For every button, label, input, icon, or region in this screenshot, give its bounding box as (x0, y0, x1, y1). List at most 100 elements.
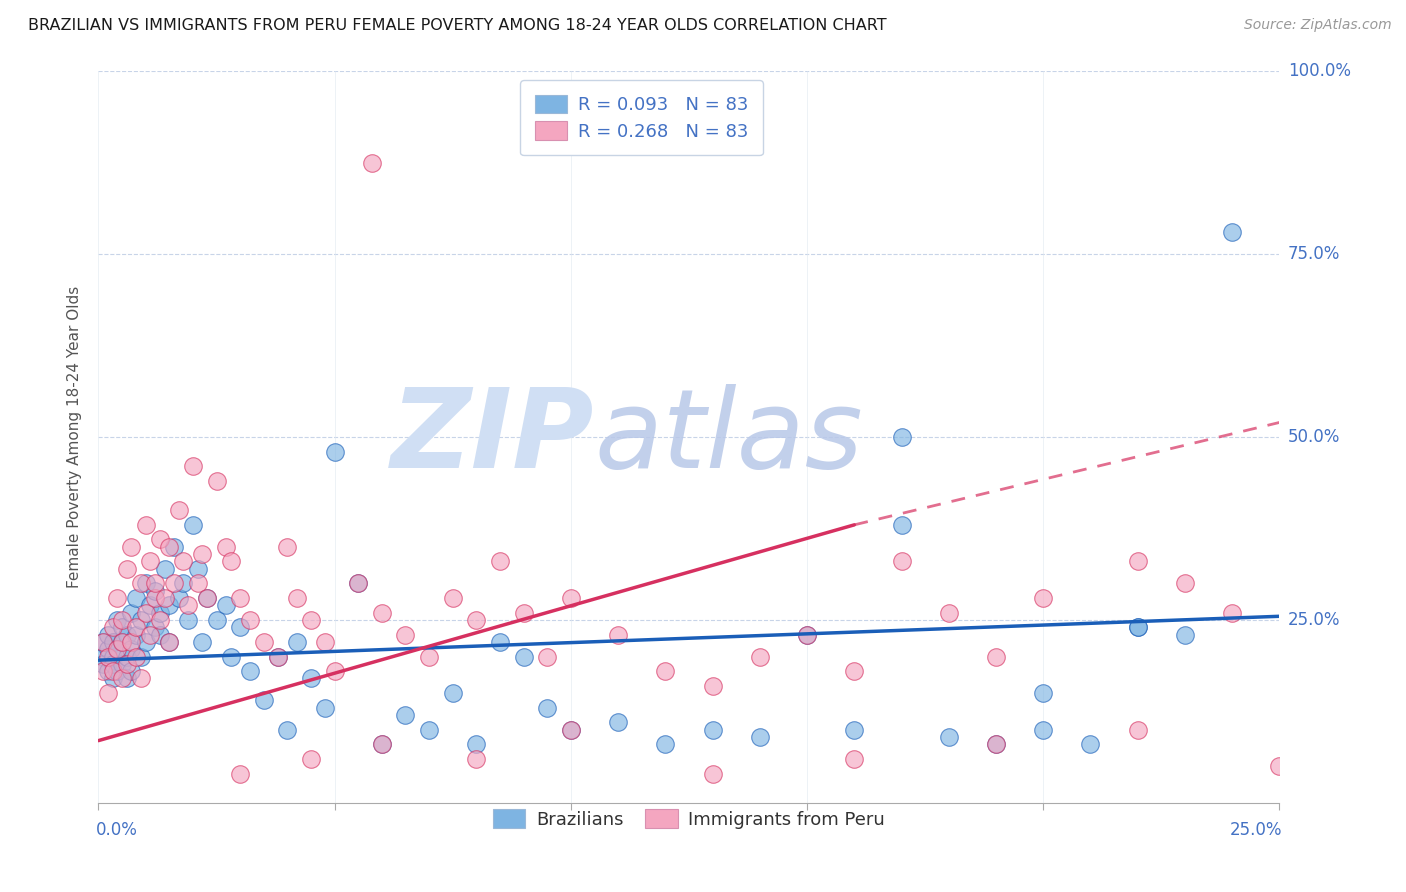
Point (125, 591, 148, 605)
Point (135, 517, 157, 532)
Point (121, 606, 143, 620)
Point (121, 540, 143, 554)
Point (299, 613, 322, 627)
Point (239, 613, 262, 627)
Point (121, 664, 143, 678)
Point (111, 672, 134, 686)
Point (205, 613, 228, 627)
Point (101, 635, 124, 649)
Point (371, 606, 394, 620)
Point (267, 649, 290, 664)
Point (181, 517, 204, 532)
Point (1032, 723, 1054, 737)
Point (276, 540, 298, 554)
Point (239, 664, 262, 678)
Point (157, 635, 180, 649)
Point (91, 649, 114, 664)
Point (163, 576, 186, 591)
Point (135, 606, 157, 620)
Point (115, 649, 138, 664)
Point (195, 591, 218, 605)
Point (1126, 723, 1149, 737)
Point (1032, 591, 1054, 605)
Point (157, 599, 180, 613)
Point (394, 708, 416, 723)
Point (177, 599, 200, 613)
Point (1220, 606, 1243, 620)
Point (560, 723, 582, 737)
Point (1174, 627, 1197, 641)
Point (253, 635, 276, 649)
Point (105, 664, 128, 678)
Point (167, 503, 190, 517)
Point (111, 613, 134, 627)
Point (1126, 620, 1149, 634)
Point (938, 606, 960, 620)
Point (91, 635, 114, 649)
Point (229, 591, 252, 605)
Point (465, 737, 488, 751)
Point (702, 679, 724, 693)
Point (97, 664, 120, 678)
Point (267, 649, 290, 664)
Point (285, 591, 308, 605)
Point (560, 723, 582, 737)
Point (607, 715, 630, 730)
Point (361, 156, 384, 170)
Point (285, 635, 308, 649)
Point (1126, 554, 1149, 568)
Point (215, 540, 238, 554)
Point (844, 664, 866, 678)
Point (323, 664, 346, 678)
Point (1126, 620, 1149, 634)
Point (536, 700, 558, 714)
Point (135, 635, 157, 649)
Point (1174, 576, 1197, 591)
Point (890, 430, 912, 444)
Point (129, 649, 152, 664)
Point (219, 554, 242, 568)
Y-axis label: Female Poverty Among 18-24 Year Olds: Female Poverty Among 18-24 Year Olds (67, 286, 83, 588)
Text: 50.0%: 50.0% (1288, 428, 1340, 446)
Point (153, 591, 176, 605)
Point (844, 723, 866, 737)
Point (276, 723, 298, 737)
Point (654, 664, 676, 678)
Point (105, 591, 128, 605)
Point (172, 554, 194, 568)
Point (101, 672, 124, 686)
Point (465, 752, 488, 766)
Point (97, 649, 120, 664)
Point (181, 459, 204, 474)
Point (347, 576, 370, 591)
Point (139, 627, 162, 641)
Point (219, 649, 242, 664)
Point (195, 591, 218, 605)
Point (97, 642, 120, 657)
Point (418, 723, 440, 737)
Point (143, 620, 166, 634)
Point (890, 517, 912, 532)
Point (890, 554, 912, 568)
Point (101, 664, 124, 678)
Point (560, 591, 582, 605)
Point (371, 737, 394, 751)
Point (139, 599, 162, 613)
Point (314, 635, 336, 649)
Point (465, 613, 488, 627)
Point (172, 576, 194, 591)
Point (149, 627, 172, 641)
Point (105, 642, 128, 657)
Point (191, 547, 214, 561)
Point (121, 635, 143, 649)
Point (441, 686, 464, 700)
Point (1268, 759, 1291, 773)
Point (205, 474, 228, 488)
Point (115, 627, 138, 641)
Text: 25.0%: 25.0% (1229, 821, 1282, 839)
Point (1080, 737, 1102, 751)
Point (489, 635, 512, 649)
Point (607, 627, 630, 641)
Point (101, 620, 124, 634)
Point (125, 627, 148, 641)
